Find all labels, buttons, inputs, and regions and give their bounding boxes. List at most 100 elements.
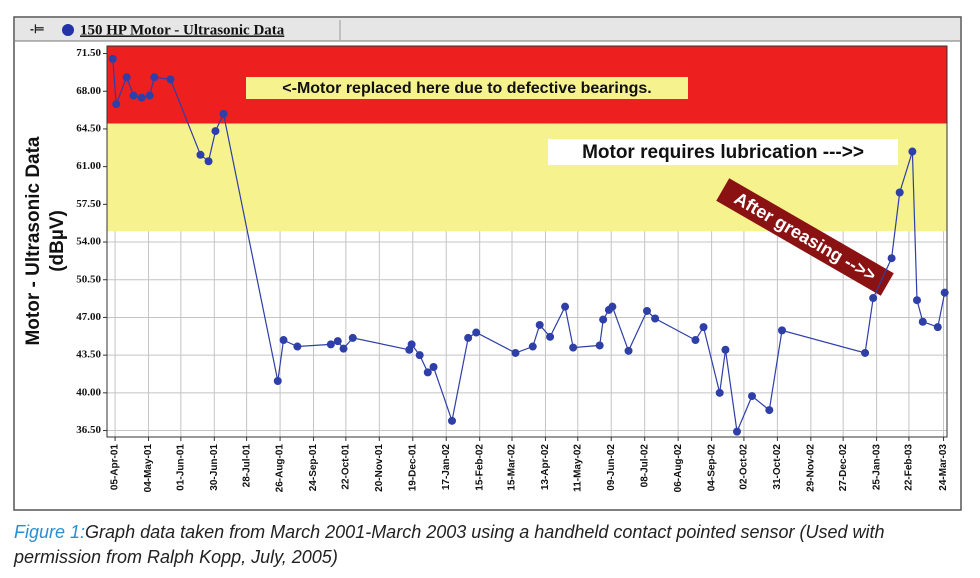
- data-point: [122, 73, 131, 82]
- data-point: [599, 315, 608, 324]
- y-tick-label: 57.50: [76, 198, 101, 210]
- y-tick-label: 71.50: [76, 47, 101, 59]
- x-tick-label: 25-Jan-03: [871, 444, 882, 491]
- x-tick-label: 22-Feb-03: [904, 444, 915, 491]
- x-tick-label: 28-Jul-01: [241, 444, 252, 488]
- x-tick-label: 27-Dec-02: [838, 444, 849, 492]
- x-tick-label: 24-Mar-03: [938, 444, 949, 491]
- y-tick-label: 54.00: [76, 236, 101, 248]
- data-point: [765, 406, 774, 415]
- caption: Figure 1:Graph data taken from March 200…: [14, 520, 964, 570]
- data-point: [895, 188, 904, 197]
- annotation-text: Motor requires lubrication --->>: [582, 142, 864, 163]
- data-point: [137, 93, 146, 102]
- data-point: [166, 75, 175, 84]
- x-tick-label: 30-Jun-01: [209, 444, 220, 491]
- y-tick-label: 68.00: [76, 85, 101, 97]
- y-tick-label: 43.50: [76, 349, 101, 361]
- data-point: [423, 368, 432, 377]
- x-tick-label: 04-Sep-02: [706, 444, 717, 492]
- data-point: [918, 317, 927, 326]
- x-tick-label: 26-Aug-01: [275, 444, 286, 493]
- y-axis-title-line: (dBµV): [47, 210, 68, 272]
- x-tick-label: 15-Mar-02: [507, 444, 518, 491]
- data-point: [204, 157, 213, 166]
- data-point: [273, 376, 282, 385]
- x-tick-label: 29-Nov-02: [805, 444, 816, 492]
- caption-label: Figure 1:: [14, 522, 86, 542]
- x-tick-label: 09-Jun-02: [606, 444, 617, 491]
- x-tick-label: 17-Jan-02: [441, 444, 452, 491]
- data-point: [643, 306, 651, 315]
- data-point: [326, 340, 335, 349]
- annotation-box: [246, 77, 688, 99]
- annotation: <-Motor replaced here due to defective b…: [246, 77, 688, 99]
- data-point: [595, 341, 604, 350]
- x-tick-label: 20-Nov-01: [374, 444, 385, 492]
- data-point: [129, 91, 138, 100]
- x-tick-label: 13-Apr-02: [540, 444, 551, 491]
- data-point: [933, 323, 942, 332]
- data-point: [339, 344, 348, 353]
- data-point: [908, 147, 917, 156]
- y-axis-title-line: Motor - Ultrasonic Data: [23, 136, 44, 345]
- data-point: [608, 302, 617, 311]
- x-tick-label: 06-Aug-02: [673, 444, 684, 493]
- x-tick-label: 19-Dec-01: [407, 444, 418, 492]
- x-tick-label: 24-Sep-01: [308, 444, 319, 492]
- data-point: [913, 296, 921, 305]
- data-point: [861, 348, 870, 357]
- data-point: [528, 342, 537, 351]
- data-point: [511, 348, 520, 357]
- annotation-text: <-Motor replaced here due to defective b…: [282, 80, 651, 97]
- chart-title: 150 HP Motor - Ultrasonic Data: [80, 22, 285, 38]
- data-point: [279, 336, 288, 345]
- annotation-box: [548, 139, 898, 165]
- y-tick-label: 64.50: [76, 122, 101, 134]
- data-point: [869, 294, 878, 303]
- y-tick-label: 40.00: [76, 386, 101, 398]
- data-point: [219, 109, 228, 118]
- series-icon: [62, 24, 74, 36]
- data-point: [211, 127, 220, 136]
- data-point: [569, 343, 578, 352]
- annotation-box: [716, 178, 894, 296]
- data-point: [651, 314, 660, 323]
- data-point: [778, 326, 786, 335]
- data-point: [415, 351, 424, 360]
- x-tick-label: 02-Oct-02: [739, 444, 750, 490]
- data-point: [407, 340, 416, 349]
- data-point: [940, 288, 949, 297]
- plot-border: [106, 45, 948, 438]
- y-axis-title: Motor - Ultrasonic Data (dBµV): [23, 136, 68, 345]
- data-point: [108, 54, 117, 63]
- data-point: [748, 392, 756, 401]
- data-point: [348, 333, 357, 342]
- data-point: [715, 388, 724, 397]
- data-point: [293, 342, 302, 351]
- x-tick-label: 11-May-02: [572, 444, 583, 492]
- data-point: [472, 328, 481, 337]
- pin-icon: -⊨: [30, 22, 44, 36]
- data-point: [112, 100, 121, 109]
- data-point: [333, 337, 342, 346]
- data-point: [196, 150, 205, 159]
- data-point: [887, 254, 896, 263]
- data-point: [721, 345, 730, 354]
- x-tick-label: 04-May-01: [143, 444, 154, 493]
- annotation: Motor requires lubrication --->>: [548, 139, 898, 165]
- title-bar: [15, 18, 960, 41]
- x-tick-label: 22-Oct-01: [340, 444, 351, 490]
- x-tick-label: 01-Jun-01: [175, 444, 186, 491]
- y-tick-label: 47.00: [76, 311, 101, 323]
- data-point: [464, 333, 473, 342]
- data-point: [699, 323, 708, 332]
- y-tick-label: 61.00: [76, 160, 101, 172]
- data-point: [150, 73, 159, 82]
- x-tick-label: 15-Feb-02: [474, 444, 485, 491]
- data-point: [145, 91, 154, 100]
- y-tick-label: 50.50: [76, 273, 101, 285]
- data-point: [448, 416, 456, 425]
